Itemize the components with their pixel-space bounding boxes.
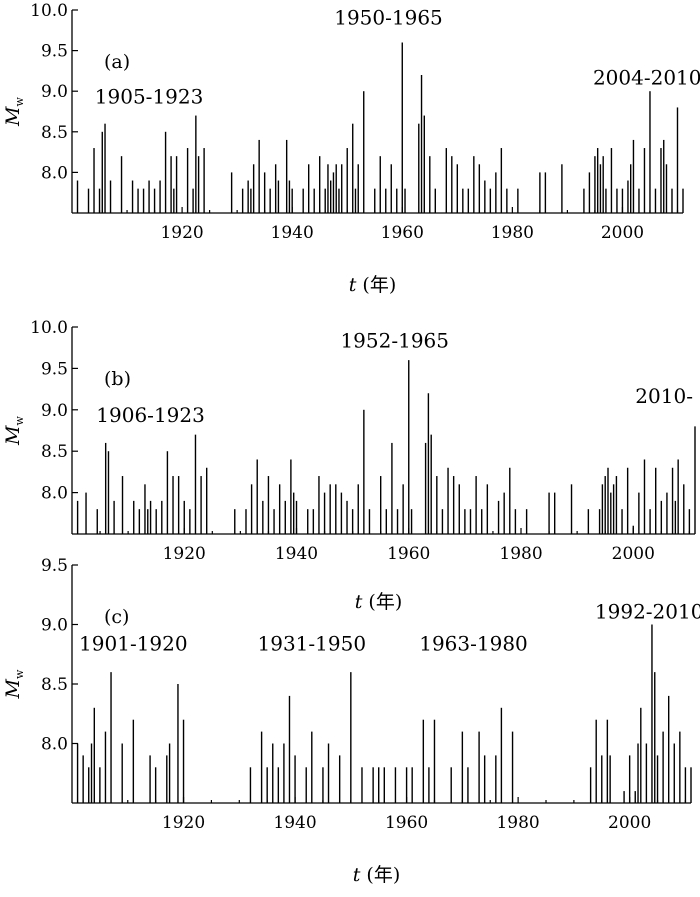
panel-b-bars (76, 360, 696, 534)
panel-a-x-tick-label-1980: 1980 (491, 223, 534, 243)
panel-c-x-tick-label-1980: 1980 (496, 813, 539, 833)
panel-c-x-tick-label-1960: 1960 (385, 813, 428, 833)
panel-b-period-annotation-3: 2010- (635, 384, 693, 408)
panel-a-ylabel-main: M (2, 106, 24, 127)
panel-b-y-tick-label-9-5: 9.5 (41, 359, 68, 379)
panel-a-x-tick-label-1940: 1940 (271, 223, 314, 243)
panel-a-period-annotation-1: 1905-1923 (95, 84, 204, 108)
panel-b-y-tick-label-8-0: 8.0 (41, 484, 68, 504)
panel-c-xlabel-unit: (年) (360, 864, 400, 886)
panel-a-ylabel-sub: w (13, 96, 26, 106)
panel-b-x-tick-label-1980: 1980 (499, 544, 542, 564)
panel-c-xlabel: t (年) (353, 864, 401, 886)
panel-c-y-tick-label-8-0: 8.0 (41, 735, 68, 755)
panel-c-x-tick-label-2000: 2000 (608, 813, 651, 833)
panel-b-label: (b) (104, 368, 131, 390)
panel-b-period-annotation-1: 1906-1923 (96, 403, 205, 427)
panel-b-xlabel-var: t (355, 591, 363, 613)
panel-a-ylabel: Mw (2, 96, 26, 126)
panel-c-y-tick-label-8-5: 8.5 (41, 675, 68, 695)
panel-c-ylabel: Mw (2, 669, 26, 699)
panel-b-y-tick-label-9-0: 9.0 (41, 401, 68, 421)
panel-a-y-tick-label-8-0: 8.0 (41, 163, 68, 183)
panel-c-period-annotation-2: 1931-1950 (258, 632, 367, 656)
panel-a-label: (a) (104, 51, 130, 73)
panel-c-period-annotation-4: 1992-2010 (595, 600, 700, 624)
panel-a: 8.0 8.5 9.0 9.5 10.0 1920 1940 1960 1980 2000 (a)… (2, 1, 700, 296)
panel-b-ylabel-sub: w (13, 415, 26, 425)
panel-c-ylabel-main: M (2, 678, 24, 699)
panel-b-axes: 8.0 8.5 9.0 9.5 10.0 1920 1940 1960 1980 2000 (30, 318, 695, 564)
panel-c-period-annotation-3: 1963-1980 (419, 632, 528, 656)
panel-a-period-annotation-2: 1950-1965 (334, 6, 443, 30)
panel-c-axes: 8.0 8.5 9.0 9.5 1920 1940 1960 1980 2000 (41, 556, 691, 833)
panel-b-xlabel: t (年) (355, 591, 403, 613)
panel-a-axes: 8.0 8.5 9.0 9.5 10.0 1920 1940 1960 1980 2000 (30, 1, 683, 243)
panel-a-xlabel: t (年) (349, 274, 397, 296)
panel-a-y-tick-label-10-0: 10.0 (30, 1, 68, 21)
panel-b-x-tick-label-2000: 2000 (612, 544, 655, 564)
panel-b-period-annotation-2: 1952-1965 (340, 329, 449, 353)
panel-c-period-annotation-1: 1901-1920 (79, 632, 188, 656)
panel-c-x-tick-label-1940: 1940 (273, 813, 316, 833)
panel-c-xlabel-var: t (353, 864, 361, 886)
panel-b-x-tick-label-1940: 1940 (275, 544, 318, 564)
panel-c-y-tick-label-9-5: 9.5 (41, 556, 68, 576)
panel-b-y-tick-label-8-5: 8.5 (41, 442, 68, 462)
panel-c-y-tick-label-9-0: 9.0 (41, 616, 68, 636)
panel-a-xlabel-var: t (349, 274, 357, 296)
panel-c-bars (76, 624, 692, 803)
panel-b-x-tick-label-1920: 1920 (163, 544, 206, 564)
panel-a-y-tick-label-9-5: 9.5 (41, 42, 68, 62)
panel-a-x-tick-label-2000: 2000 (601, 223, 644, 243)
panel-b: 8.0 8.5 9.0 9.5 10.0 1920 1940 1960 1980 2000 (b)… (2, 318, 696, 613)
panel-a-y-tick-label-9-0: 9.0 (41, 82, 68, 102)
panel-a-bars (76, 42, 684, 213)
panel-c-x-tick-label-1920: 1920 (162, 813, 205, 833)
panel-a-x-tick-label-1920: 1920 (160, 223, 203, 243)
panel-a-xlabel-unit: (年) (356, 274, 396, 296)
panel-b-x-tick-label-1960: 1960 (387, 544, 430, 564)
panel-b-xlabel-unit: (年) (362, 591, 402, 613)
panel-b-y-tick-label-10-0: 10.0 (30, 318, 68, 338)
panel-a-x-tick-label-1960: 1960 (381, 223, 424, 243)
panel-a-y-tick-label-8-5: 8.5 (41, 123, 68, 143)
panel-b-ylabel-main: M (2, 425, 24, 446)
panel-c-label: (c) (104, 606, 129, 628)
panel-a-period-annotation-3: 2004-2010 (593, 66, 700, 90)
panel-c-ylabel-sub: w (13, 669, 26, 679)
panel-b-ylabel: Mw (2, 415, 26, 445)
